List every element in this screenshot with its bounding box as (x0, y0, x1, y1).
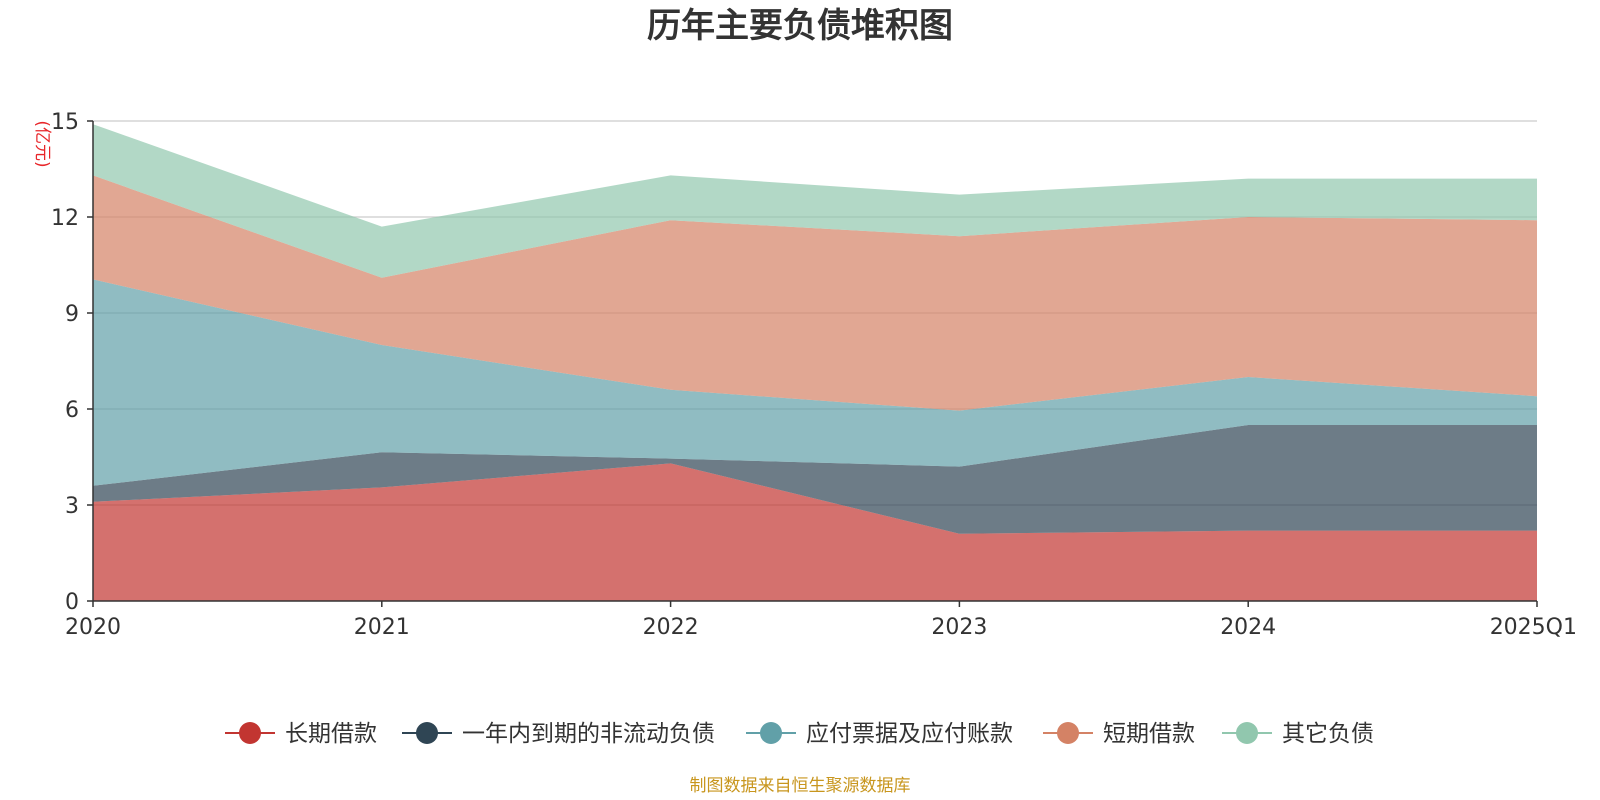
legend-marker (239, 722, 261, 744)
area-series-1 (93, 463, 1537, 601)
legend-marker (1057, 722, 1079, 744)
legend-marker (416, 722, 438, 744)
y-tick-label: 15 (51, 110, 79, 135)
legend-item-4[interactable]: 短期借款 (1043, 721, 1195, 747)
y-tick-label: 0 (65, 590, 79, 615)
x-tick-label: 2021 (354, 615, 410, 640)
axes: 0 3 6 9 12 15 2020 2021 2022 2023 2024 2025Q1 (51, 110, 1577, 640)
legend-item-5[interactable]: 其它负债 (1222, 721, 1374, 747)
legend-item-3[interactable]: 应付票据及应付账款 (746, 721, 1013, 747)
chart-title: 历年主要负债堆积图 (647, 6, 953, 46)
x-tick-label: 2024 (1220, 615, 1276, 640)
y-tick-label: 6 (65, 398, 79, 423)
legend-label: 其它负债 (1282, 721, 1374, 747)
legend-item-2[interactable]: 一年内到期的非流动负债 (402, 721, 715, 747)
legend[interactable]: 长期借款 一年内到期的非流动负债 应付票据及应付账款 短期借款 其它负债 (225, 721, 1374, 747)
x-tick-label: 2023 (931, 615, 987, 640)
area-series-3 (93, 279, 1537, 486)
area-series-5 (93, 124, 1537, 278)
legend-label: 长期借款 (285, 721, 377, 747)
legend-label: 应付票据及应付账款 (806, 721, 1013, 747)
legend-marker (1236, 722, 1258, 744)
y-tick-label: 9 (65, 302, 79, 327)
y-tick-label: 12 (51, 206, 79, 231)
area-series-4 (93, 175, 1537, 411)
legend-label: 短期借款 (1103, 721, 1195, 747)
legend-item-1[interactable]: 长期借款 (225, 721, 377, 747)
x-tick-label: 2022 (643, 615, 699, 640)
legend-marker (760, 722, 782, 744)
data-source-note: 制图数据来自恒生聚源数据库 (690, 776, 911, 796)
area-series-2 (93, 425, 1537, 534)
legend-label: 一年内到期的非流动负债 (462, 721, 715, 747)
area-series-group (93, 124, 1537, 601)
y-tick-label: 3 (65, 494, 79, 519)
x-tick-label: 2020 (65, 615, 121, 640)
x-tick-label: 2025Q1 (1490, 615, 1577, 640)
y-axis-unit-label: (亿元) (32, 120, 52, 167)
